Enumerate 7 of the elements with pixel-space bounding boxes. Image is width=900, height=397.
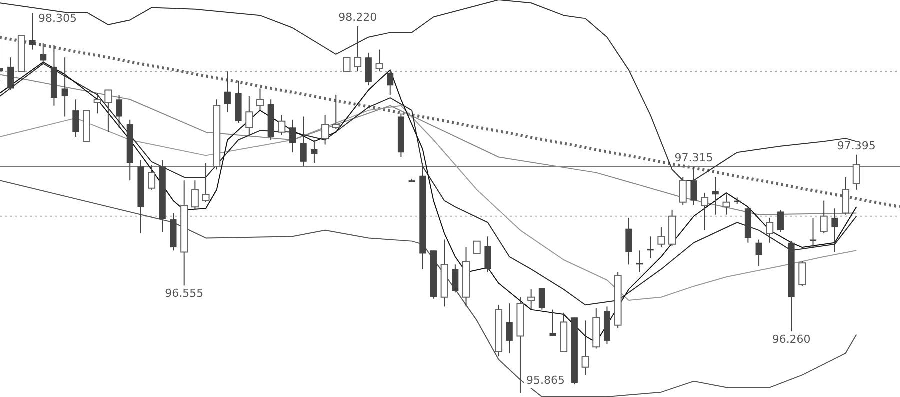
annotation: 97.315 <box>674 152 714 165</box>
annotation: 96.555 <box>165 287 204 300</box>
annotation: 97.395 <box>837 139 876 152</box>
annotation: 98.220 <box>338 10 378 24</box>
annotation: 95.865 <box>526 374 565 387</box>
annotation: 98.305 <box>38 12 78 26</box>
annotation: 96.260 <box>772 332 811 346</box>
